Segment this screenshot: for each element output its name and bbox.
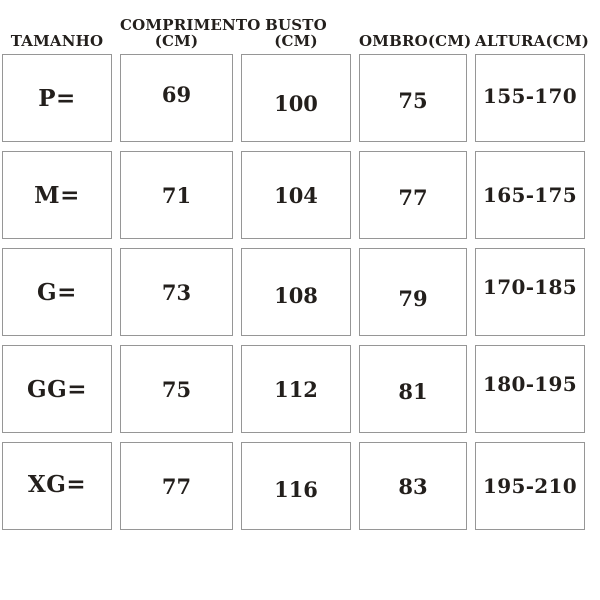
cell-value: 155-170 (483, 84, 577, 108)
cell-m-altura: 165-175 (475, 151, 585, 239)
cell-xg-altura: 195-210 (475, 442, 585, 530)
cell-value: 79 (398, 285, 428, 311)
cell-p-tamanho: P= (2, 54, 112, 142)
cell-value: 71 (161, 182, 192, 208)
cell-p-ombro: 75 (359, 54, 467, 142)
column-header-busto: BUSTO (CM) (265, 16, 327, 50)
cell-value: 77 (398, 184, 428, 210)
cell-value: 195-210 (483, 474, 577, 498)
cell-g-altura: 170-185 (475, 248, 585, 336)
cell-gg-altura: 180-195 (475, 345, 585, 433)
size-chart-table: TAMANHO COMPRIMENTO (CM) BUSTO (CM) OMBR… (2, 0, 590, 530)
cell-value: 75 (398, 87, 428, 113)
cell-xg-comprimento: 77 (120, 442, 233, 530)
cell-gg-tamanho: GG= (2, 345, 112, 433)
cell-value: P= (38, 84, 76, 112)
cell-g-tamanho: G= (2, 248, 112, 336)
cell-value: 112 (274, 376, 318, 402)
column-header-tamanho: TAMANHO (10, 32, 104, 50)
cell-value: 170-185 (483, 275, 577, 299)
cell-xg-busto: 116 (241, 442, 351, 530)
cell-m-busto: 104 (241, 151, 351, 239)
cell-value: 69 (161, 81, 192, 107)
cell-value: 180-195 (483, 372, 577, 396)
cell-p-altura: 155-170 (475, 54, 585, 142)
cell-gg-ombro: 81 (359, 345, 467, 433)
cell-value: 165-175 (483, 183, 577, 207)
cell-value: 75 (161, 376, 192, 402)
table-body: P= 69 100 75 155-170 M= 71 104 77 165-17… (2, 54, 588, 530)
cell-value: GG= (26, 375, 88, 403)
cell-value: 108 (274, 282, 318, 308)
cell-value: 77 (161, 473, 192, 499)
cell-g-ombro: 79 (359, 248, 467, 336)
cell-value: 100 (274, 90, 318, 116)
cell-g-comprimento: 73 (120, 248, 233, 336)
cell-g-busto: 108 (241, 248, 351, 336)
cell-value: 104 (274, 182, 318, 208)
column-header-ombro: OMBRO(CM) (359, 32, 472, 50)
cell-value: 73 (161, 279, 192, 305)
cell-p-comprimento: 69 (120, 54, 233, 142)
cell-xg-tamanho: XG= (2, 442, 112, 530)
cell-value: 116 (274, 476, 318, 502)
cell-value: 81 (398, 378, 428, 404)
cell-gg-comprimento: 75 (120, 345, 233, 433)
cell-value: M= (34, 181, 80, 209)
column-header-comprimento: COMPRIMENTO (CM) (120, 16, 261, 50)
table-header-row: TAMANHO COMPRIMENTO (CM) BUSTO (CM) OMBR… (2, 0, 590, 54)
cell-m-ombro: 77 (359, 151, 467, 239)
cell-xg-ombro: 83 (359, 442, 467, 530)
cell-value: G= (37, 278, 77, 306)
cell-p-busto: 100 (241, 54, 351, 142)
cell-m-comprimento: 71 (120, 151, 233, 239)
cell-value: 83 (398, 473, 428, 499)
cell-value: XG= (27, 470, 87, 498)
cell-gg-busto: 112 (241, 345, 351, 433)
cell-m-tamanho: M= (2, 151, 112, 239)
column-header-altura: ALTURA(CM) (475, 32, 590, 50)
